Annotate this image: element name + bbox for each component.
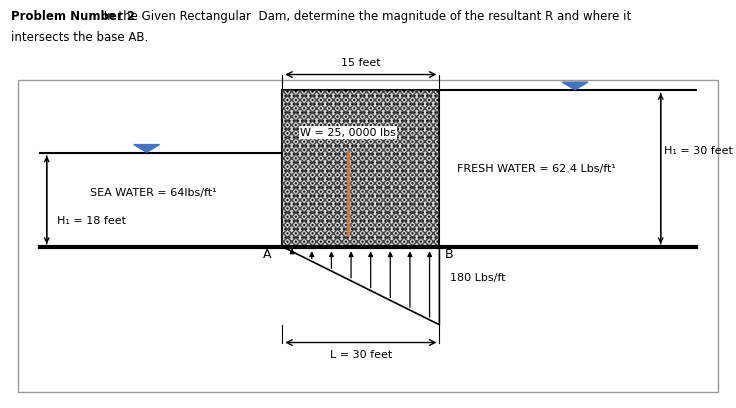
Text: 15 feet: 15 feet bbox=[341, 58, 381, 68]
Text: L = 30 feet: L = 30 feet bbox=[330, 350, 392, 359]
Text: intersects the base AB.: intersects the base AB. bbox=[11, 31, 148, 44]
Text: B: B bbox=[445, 248, 453, 262]
Polygon shape bbox=[562, 82, 588, 90]
Polygon shape bbox=[134, 144, 160, 152]
Text: : In the Given Rectangular  Dam, determine the magnitude of the resultant R and : : In the Given Rectangular Dam, determin… bbox=[96, 10, 631, 23]
Text: SEA WATER = 64lbs/ft¹: SEA WATER = 64lbs/ft¹ bbox=[90, 188, 216, 198]
Text: H₁ = 30 feet: H₁ = 30 feet bbox=[665, 146, 733, 156]
Text: A: A bbox=[263, 248, 272, 262]
Text: H₁ = 18 feet: H₁ = 18 feet bbox=[57, 216, 127, 226]
Bar bbox=[283, 91, 439, 247]
Text: Problem Number 2: Problem Number 2 bbox=[11, 10, 135, 23]
Bar bbox=[18, 80, 718, 392]
Text: 180 Lbs/ft: 180 Lbs/ft bbox=[450, 273, 506, 283]
Text: W = 25, 0000 lbs: W = 25, 0000 lbs bbox=[300, 128, 396, 137]
Bar bbox=[283, 91, 439, 247]
Text: FRESH WATER = 62.4 Lbs/ft¹: FRESH WATER = 62.4 Lbs/ft¹ bbox=[457, 164, 616, 173]
